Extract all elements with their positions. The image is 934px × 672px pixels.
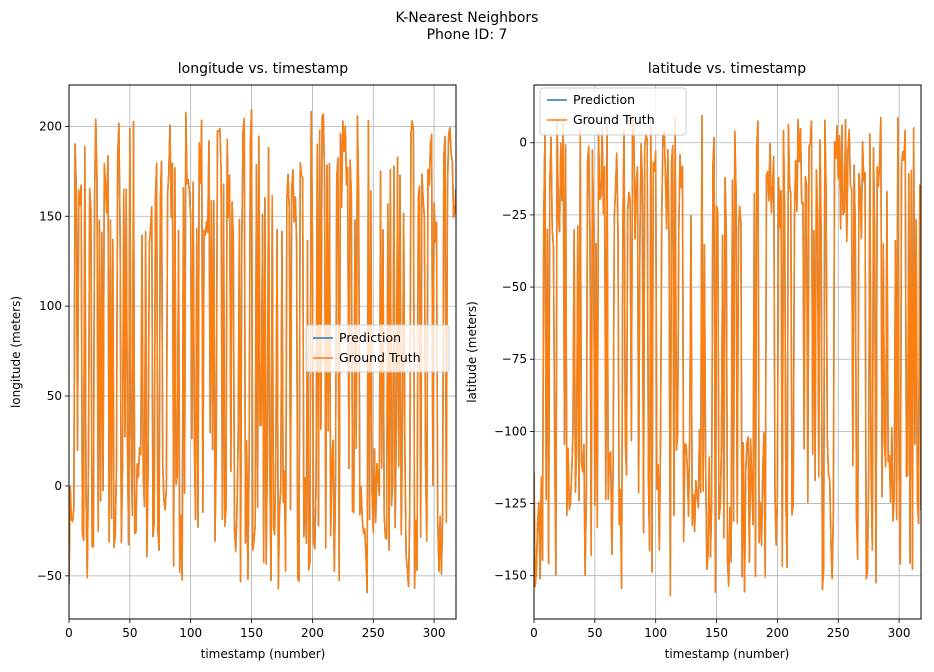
latitude-ticks: 0 50 100 150 200 250 300 −150 −125 −100 −75 −50 −25 0 bbox=[494, 136, 911, 640]
longitude-lines bbox=[69, 108, 456, 594]
latitude-legend: Prediction Ground Truth bbox=[539, 87, 687, 136]
latitude-ytick-label: −75 bbox=[502, 352, 527, 366]
latitude-xtick-label: 200 bbox=[766, 626, 789, 640]
longitude-ytick-label: 100 bbox=[39, 299, 62, 313]
longitude-ytick-label: 150 bbox=[39, 209, 62, 223]
longitude-legend: Prediction Ground Truth bbox=[305, 324, 450, 373]
latitude-xtick-label: 150 bbox=[705, 626, 728, 640]
latitude-panel-title: latitude vs. timestamp bbox=[648, 61, 806, 77]
latitude-axes-frame bbox=[533, 84, 922, 620]
longitude-xtick-label: 0 bbox=[65, 626, 73, 640]
longitude-xtick-label: 300 bbox=[423, 626, 446, 640]
latitude-legend-prediction-label: Prediction bbox=[573, 92, 635, 107]
longitude-xtick-label: 50 bbox=[122, 626, 137, 640]
figure-title-line2: Phone ID: 7 bbox=[427, 27, 508, 43]
longitude-axes-frame bbox=[68, 84, 457, 620]
latitude-xtick-label: 250 bbox=[827, 626, 850, 640]
latitude-legend-box bbox=[539, 87, 687, 136]
latitude-ytick-label: 0 bbox=[519, 136, 527, 150]
longitude-xtick-label: 250 bbox=[362, 626, 385, 640]
latitude-ytick-label: −100 bbox=[494, 424, 527, 438]
longitude-ticks: 0 50 100 150 200 250 300 −50 0 50 100 150 200 bbox=[37, 119, 446, 640]
latitude-xtick-label: 300 bbox=[888, 626, 911, 640]
longitude-ytick-label: 200 bbox=[39, 119, 62, 133]
latitude-xtick-label: 100 bbox=[644, 626, 667, 640]
longitude-xtick-label: 100 bbox=[179, 626, 202, 640]
latitude-ylabel: latitude (meters) bbox=[465, 301, 479, 403]
latitude-xtick-label: 50 bbox=[587, 626, 602, 640]
latitude-ytick-label: −125 bbox=[494, 497, 527, 511]
latitude-xtick-label: 0 bbox=[530, 626, 538, 640]
longitude-ytick-label: −50 bbox=[37, 569, 62, 583]
longitude-ytick-label: 0 bbox=[54, 479, 62, 493]
latitude-panel: latitude vs. timestamp 0 50 100 150 200 250 30… bbox=[465, 61, 922, 661]
longitude-xtick-label: 200 bbox=[301, 626, 324, 640]
longitude-legend-box bbox=[305, 324, 450, 373]
latitude-ytick-label: −50 bbox=[502, 280, 527, 294]
latitude-xlabel: timestamp (number) bbox=[665, 647, 790, 661]
latitude-ytick-label: −150 bbox=[494, 569, 527, 583]
latitude-ground-truth-line bbox=[534, 114, 921, 597]
longitude-panel-title: longitude vs. timestamp bbox=[178, 61, 349, 77]
longitude-legend-ground-truth-label: Ground Truth bbox=[339, 350, 421, 365]
latitude-lines bbox=[534, 114, 921, 597]
longitude-ytick-label: 50 bbox=[47, 389, 62, 403]
longitude-ylabel: longitude (meters) bbox=[9, 296, 23, 408]
longitude-xtick-label: 150 bbox=[240, 626, 263, 640]
latitude-legend-ground-truth-label: Ground Truth bbox=[573, 112, 655, 127]
longitude-legend-prediction-label: Prediction bbox=[339, 330, 401, 345]
longitude-xlabel: timestamp (number) bbox=[201, 647, 326, 661]
longitude-ground-truth-line bbox=[69, 108, 456, 594]
latitude-ytick-label: −25 bbox=[502, 208, 527, 222]
figure-title-line1: K-Nearest Neighbors bbox=[396, 10, 539, 26]
longitude-panel: longitude vs. timestamp 0 50 100 150 200 250 3… bbox=[9, 61, 457, 661]
